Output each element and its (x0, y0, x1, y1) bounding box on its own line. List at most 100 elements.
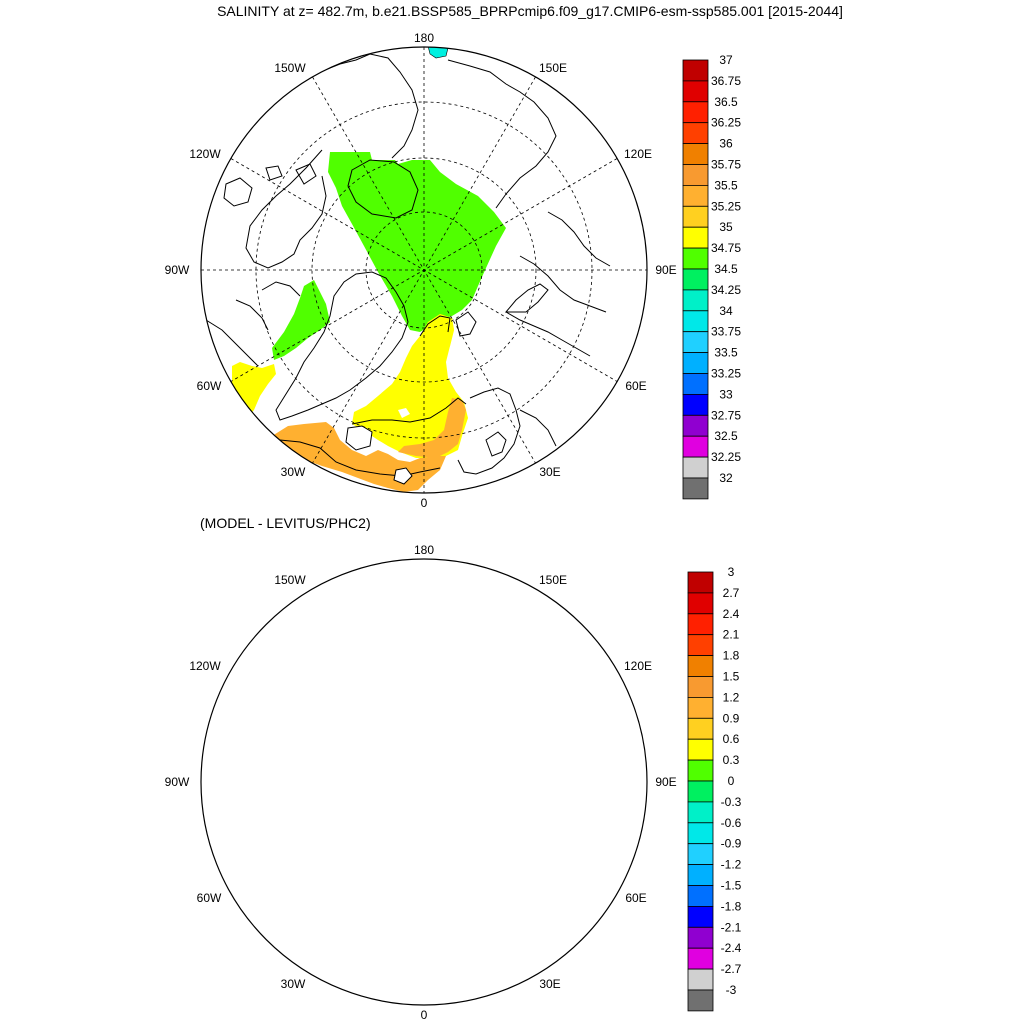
lon-30e: 30E (539, 977, 560, 991)
colorbar-tick-label: 0 (728, 774, 735, 788)
colorbar-swatch (682, 59, 709, 82)
colorbar-tick-label: 2.7 (723, 586, 740, 600)
colorbar-tick-label: -3 (726, 983, 737, 997)
iceland-hole (345, 425, 373, 451)
colorbar-tick-label: -0.9 (721, 837, 742, 851)
colorbar-swatch (687, 634, 714, 657)
colorbar-tick-label: -2.1 (721, 920, 742, 934)
colorbar-tick-label: 34.25 (711, 283, 741, 297)
lon-60e: 60E (625, 891, 646, 905)
colorbar-tick-label: 36 (719, 137, 733, 151)
lon-30w: 30W (281, 977, 306, 991)
lon-labels-1: 180 0 150W 150E 120W 120E 90W 90E 60W 60… (165, 31, 677, 510)
colorbar-swatch (682, 164, 709, 186)
colorbar-swatch (682, 310, 709, 333)
graticule (201, 47, 647, 493)
colorbar-swatch (687, 968, 714, 991)
colorbar-swatch (682, 435, 709, 458)
colorbar-swatch (687, 780, 714, 803)
region-norwegian-sea (398, 398, 466, 458)
colorbar-swatch (687, 843, 714, 866)
colorbar-tick-label: 34.75 (711, 241, 741, 255)
colorbar-swatch (682, 205, 709, 228)
colorbar-swatch (687, 655, 714, 677)
lon-0: 0 (421, 496, 428, 510)
lon-labels-2: 180 0 150W 150E 120W 120E 90W 90E 60W 60… (165, 543, 677, 1022)
colorbar-tick-label: -0.6 (721, 816, 742, 830)
colorbar-tick-label: 32.75 (711, 408, 741, 422)
lon-150w: 150W (274, 573, 306, 587)
colorbar-tick-label: 32.5 (714, 429, 738, 443)
map-boundary-2 (200, 558, 648, 1006)
colorbar-swatch (687, 822, 714, 845)
colorbar-swatch (682, 373, 709, 395)
colorbar-swatch (687, 676, 714, 698)
colorbar-swatch (682, 122, 709, 144)
map-boundary (200, 46, 648, 494)
colorbar-tick-label: 36.5 (714, 95, 738, 109)
colorbar-tick-label: -1.8 (721, 899, 742, 913)
colorbar-swatch (682, 477, 709, 500)
colorbar-swatch (687, 926, 714, 949)
lon-0: 0 (421, 1008, 428, 1022)
lon-30e: 30E (539, 465, 560, 479)
lon-60e: 60E (625, 379, 646, 393)
colorbar-tick-label: 35.25 (711, 199, 741, 213)
colorbar-swatch (682, 289, 709, 312)
colorbar-tick-label: 33.25 (711, 367, 741, 381)
colorbar-swatch (682, 184, 709, 207)
colorbar-swatch (682, 80, 709, 103)
lon-120e: 120E (624, 147, 652, 161)
lon-90w: 90W (165, 775, 190, 789)
colorbar-tick-label: 37 (719, 53, 733, 67)
colorbar-swatch (687, 717, 714, 740)
colorbar-swatch (687, 864, 714, 886)
colorbar-tick-label: 35 (719, 220, 733, 234)
colorbar-tick-label: 35.75 (711, 158, 741, 172)
colorbar-tick-label: -1.2 (721, 858, 742, 872)
colorbar-swatch (687, 613, 714, 636)
colorbar-tick-label: 0.3 (723, 753, 740, 767)
colorbar-swatch (687, 697, 714, 719)
colorbar-swatch (687, 947, 714, 970)
colorbar-salinity: 37 36.75 36.5 36.25 36 35.75 35.5 35.25 35 34.75 3… (682, 53, 741, 500)
colorbar-tick-label: 2.4 (723, 607, 740, 621)
colorbar-swatch (682, 393, 709, 416)
colorbar-tick-label: -0.3 (721, 795, 742, 809)
colorbar-swatch (682, 101, 709, 124)
colorbar-tick-label: 1.8 (723, 649, 740, 663)
salinity-map-panel: 180 0 150W 150E 120W 120E 90W 90E 60W 60… (165, 31, 742, 510)
colorbar-difference: 3 2.7 2.4 2.1 1.8 1.5 1.2 0.9 0.6 0.3 0 -0.3 -0.6 -0.… (687, 565, 742, 1012)
lon-60w: 60W (197, 379, 222, 393)
colorbar-swatch (682, 331, 709, 354)
colorbar-tick-label: 1.2 (723, 690, 740, 704)
colorbar-swatch (682, 352, 709, 374)
colorbar-tick-label: 33 (719, 387, 733, 401)
lon-120w: 120W (189, 147, 221, 161)
colorbar-tick-label: 32.25 (711, 450, 741, 464)
colorbar-tick-label: 33.5 (714, 346, 738, 360)
lon-30w: 30W (281, 465, 306, 479)
lon-120w: 120W (189, 659, 221, 673)
colorbar-swatch (687, 989, 714, 1012)
panel2-title: (MODEL - LEVITUS/PHC2) (200, 515, 371, 531)
colorbar-tick-label: 36.75 (711, 74, 741, 88)
lon-180: 180 (414, 31, 434, 45)
colorbar-tick-label: 34.5 (714, 262, 738, 276)
contour-35 (347, 159, 419, 219)
colorbar-tick-label: 35.5 (714, 178, 738, 192)
colorbar-tick-label: 36.25 (711, 116, 741, 130)
lon-150e: 150E (539, 61, 567, 75)
colorbar-swatch (687, 571, 714, 594)
main-title: SALINITY at z= 482.7m, b.e21.BSSP585_BPR… (217, 3, 843, 19)
colorbar-tick-label: -2.7 (721, 962, 742, 976)
colorbar-swatch (682, 226, 709, 249)
colorbar-tick-label: 32 (719, 471, 733, 485)
colorbar-swatch (687, 906, 714, 928)
colorbar-swatch (687, 801, 714, 824)
colorbar-swatch (682, 143, 709, 165)
colorbar-tick-label: 34 (719, 304, 733, 318)
colorbar-tick-label: -2.4 (721, 941, 742, 955)
lon-150e: 150E (539, 573, 567, 587)
difference-map-panel: 180 0 150W 150E 120W 120E 90W 90E 60W 60… (165, 543, 742, 1022)
